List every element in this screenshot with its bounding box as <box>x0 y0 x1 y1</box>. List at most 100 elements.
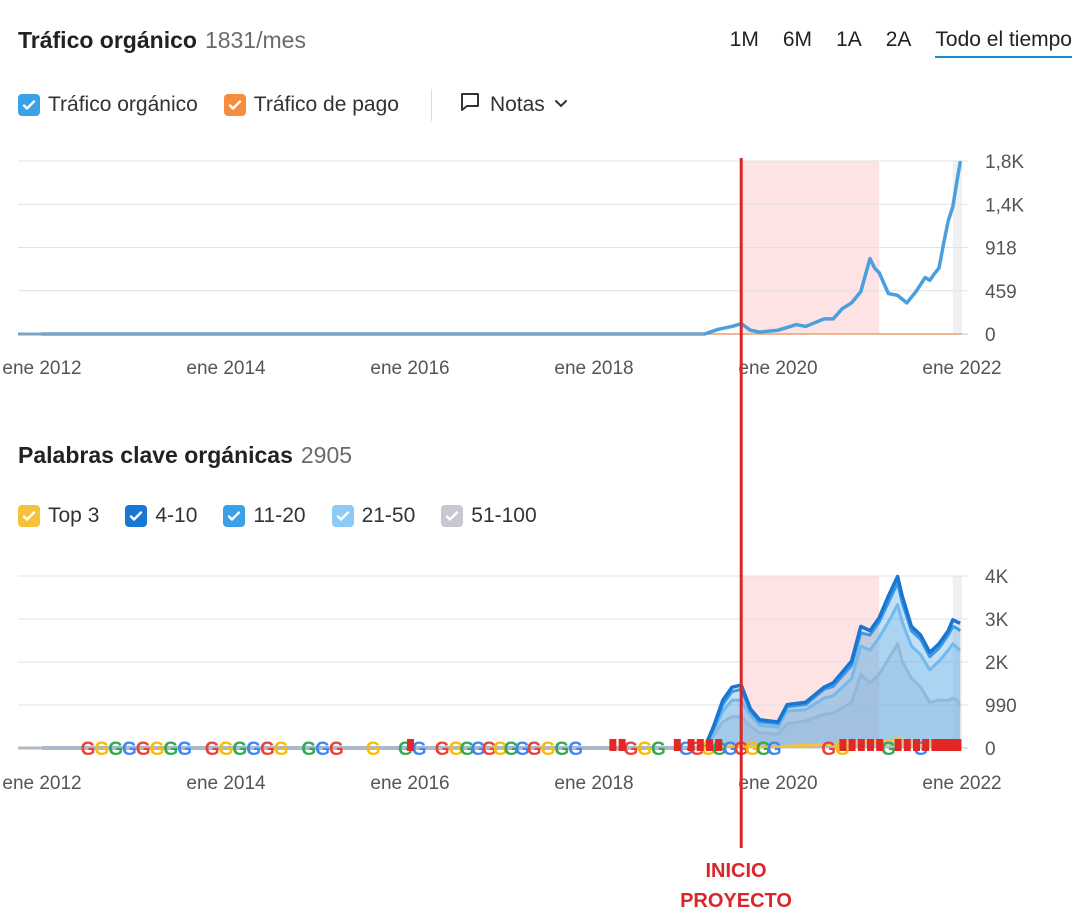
legend-4-10-label: 4-10 <box>155 504 198 527</box>
legend-divider <box>430 89 432 121</box>
algorithm-flag-icon <box>715 739 723 751</box>
keywords-x-tick-label: ene 2020 <box>738 773 817 794</box>
keywords-y-tick-label: 3K <box>985 610 1009 631</box>
legend-paid-traffic-label: Tráfico de pago <box>253 93 399 116</box>
traffic-title-value: 1831/mes <box>204 27 306 53</box>
legend-11-20[interactable]: 11-20 <box>223 504 306 528</box>
google-update-icon: G <box>301 739 316 760</box>
series-area-11-20 <box>42 582 961 748</box>
algorithm-flag-icon <box>673 739 681 751</box>
traffic-x-tick-label: ene 2022 <box>922 358 1001 379</box>
google-update-icon: G <box>471 739 486 760</box>
google-update-icon: G <box>329 739 344 760</box>
series-area-4-10 <box>42 576 961 748</box>
keywords-y-tick-label: 0 <box>985 739 996 760</box>
google-update-icon: G <box>554 739 569 760</box>
keywords-x-tick-label: ene 2012 <box>2 773 81 794</box>
legend-4-10[interactable]: 4-10 <box>125 504 197 528</box>
algorithm-flag-icon <box>848 739 856 751</box>
keywords-title-label: Palabras clave orgánicas <box>18 442 293 468</box>
notes-label: Notas <box>489 93 545 116</box>
legend-51-100-label: 51-100 <box>471 504 537 527</box>
algorithm-flag-icon <box>687 739 695 751</box>
traffic-x-tick-label: ene 2014 <box>186 358 266 379</box>
series-line-4-10 <box>42 574 961 750</box>
algorithm-flag-icon <box>931 739 939 751</box>
keywords-title: Palabras clave orgánicas 2905 <box>18 442 352 469</box>
keywords-title-value: 2905 <box>300 442 353 468</box>
google-update-icon: G <box>460 739 475 760</box>
keywords-y-tick-label: 4K <box>985 567 1009 588</box>
traffic-title-label: Tráfico orgánico <box>18 27 197 53</box>
keywords-x-tick-label: ene 2018 <box>554 773 633 794</box>
annotation-line2: PROYECTO <box>680 890 792 912</box>
keywords-legend: Top 3 4-10 11-20 21-50 51-100 <box>18 504 555 528</box>
legend-21-50[interactable]: 21-50 <box>331 504 415 528</box>
google-update-icon: G <box>745 739 760 760</box>
traffic-y-tick-label: 918 <box>985 239 1017 260</box>
series-organic-traffic-line <box>40 160 962 336</box>
google-update-icon: G <box>246 739 261 760</box>
legend-organic-traffic-label: Tráfico orgánico <box>48 93 198 116</box>
google-update-icon: G <box>435 739 450 760</box>
keywords-x-tick-label: ene 2022 <box>922 773 1001 794</box>
traffic-x-tick-label: ene 2016 <box>370 358 449 379</box>
google-update-icon: G <box>881 739 896 760</box>
series-line-51-100 <box>42 642 962 750</box>
google-update-icon: G <box>723 739 738 760</box>
algorithm-flag-icon <box>940 739 948 751</box>
google-update-icon: G <box>568 739 583 760</box>
algorithm-flag-icon <box>876 739 884 751</box>
algorithm-flag-icon <box>618 739 626 751</box>
algorithm-flag-icon <box>857 739 865 751</box>
legend-paid-traffic[interactable]: Tráfico de pago <box>223 93 399 117</box>
google-update-icon: G <box>108 739 123 760</box>
traffic-y-tick-label: 1,8K <box>985 152 1024 173</box>
period-1a[interactable]: 1A <box>836 28 862 51</box>
keywords-y-tick-label: 990 <box>985 696 1017 717</box>
google-update-icon: G <box>81 739 96 760</box>
google-update-icon: G <box>515 739 530 760</box>
google-update-icon: G <box>541 739 556 760</box>
google-update-icon: G <box>177 739 192 760</box>
project-start-annotation: INICIO PROYECTO <box>668 856 804 916</box>
google-update-icon: G <box>637 739 652 760</box>
algorithm-flag-icon <box>945 739 953 751</box>
google-update-icon: G <box>274 739 289 760</box>
google-update-icon: G <box>219 739 234 760</box>
period-2a[interactable]: 2A <box>885 28 912 51</box>
google-update-icon: G <box>315 739 330 760</box>
algorithm-flag-icon <box>696 739 704 751</box>
google-update-icon: G <box>449 739 464 760</box>
traffic-y-tick-label: 459 <box>985 282 1017 303</box>
keywords-y-tick-label: 2K <box>985 653 1009 674</box>
checkbox-icon <box>18 505 40 527</box>
checkbox-icon <box>223 94 246 116</box>
google-update-icon: G <box>163 739 178 760</box>
google-update-icon: G <box>260 739 275 760</box>
google-update-icon: G <box>122 739 137 760</box>
google-update-icon: G <box>136 739 151 760</box>
traffic-title: Tráfico orgánico 1831/mes <box>18 27 306 54</box>
period-6m[interactable]: 6M <box>782 28 813 51</box>
google-update-icon: G <box>94 739 109 760</box>
series-area-21-50 <box>42 604 961 748</box>
series-line-21-50 <box>42 603 962 750</box>
algorithm-flag-icon <box>913 739 920 751</box>
legend-51-100[interactable]: 51-100 <box>441 504 537 528</box>
checkbox-icon <box>441 505 464 527</box>
google-update-icon: G <box>205 739 220 760</box>
period-1m[interactable]: 1M <box>729 28 759 51</box>
google-update-icon: G <box>482 739 497 760</box>
legend-11-20-label: 11-20 <box>253 504 306 527</box>
notes-dropdown[interactable]: Notas <box>458 90 569 120</box>
keywords-x-tick-label: ene 2016 <box>370 773 449 794</box>
legend-organic-traffic[interactable]: Tráfico orgánico <box>18 93 198 117</box>
google-update-icon: G <box>527 739 542 760</box>
google-update-icon: G <box>767 739 782 760</box>
legend-top3[interactable]: Top 3 <box>18 504 99 528</box>
legend-top3-label: Top 3 <box>48 504 100 527</box>
period-all-time[interactable]: Todo el tiempo <box>935 28 1072 58</box>
